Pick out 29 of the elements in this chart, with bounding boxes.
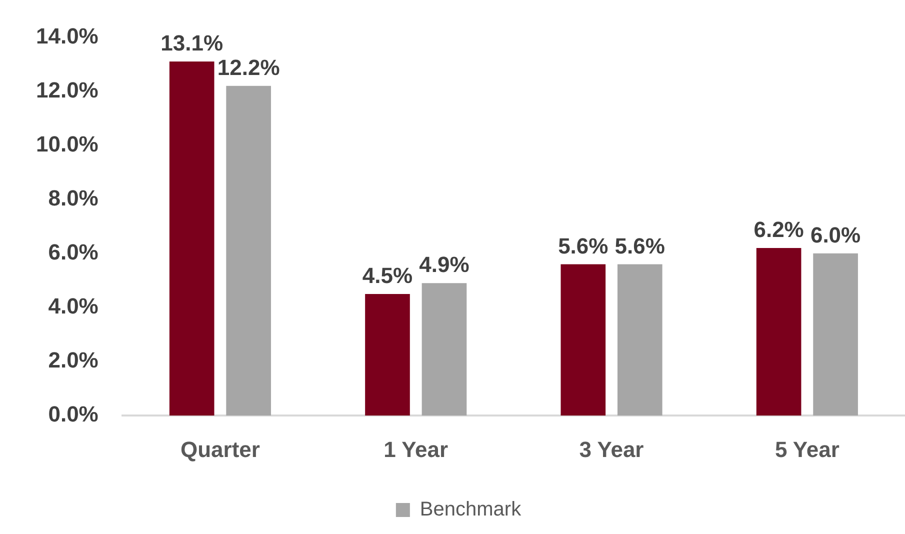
bar [756,248,802,416]
bar [560,264,606,416]
bar [617,264,662,416]
data-label: 5.6% [614,233,665,258]
data-label: 12.2% [217,54,280,80]
data-label: 6.2% [754,217,804,242]
data-label: 6.0% [810,222,861,248]
y-tick-label: 8.0% [48,185,98,210]
y-tick-label: 14.0% [36,23,98,48]
data-label: 4.5% [362,263,413,288]
legend-label: Benchmark [420,498,522,521]
x-tick-label: 5 Year [774,436,840,462]
data-label: 4.9% [419,252,470,278]
bar [226,86,271,416]
y-tick-label: 0.0% [48,402,98,427]
data-label: 5.6% [558,233,608,258]
x-tick-label: 3 Year [579,436,644,462]
bar [365,294,410,416]
bar [813,253,858,416]
y-tick-label: 10.0% [36,131,98,156]
x-tick-label: Quarter [180,436,260,462]
y-tick-label: 6.0% [48,239,98,264]
bar [422,283,467,416]
y-tick-label: 4.0% [48,294,98,319]
y-tick-label: 2.0% [48,348,98,373]
bar [169,62,214,416]
y-tick-label: 12.0% [36,77,98,102]
x-tick-label: 1 Year [384,436,449,462]
data-label: 13.1% [160,30,224,56]
